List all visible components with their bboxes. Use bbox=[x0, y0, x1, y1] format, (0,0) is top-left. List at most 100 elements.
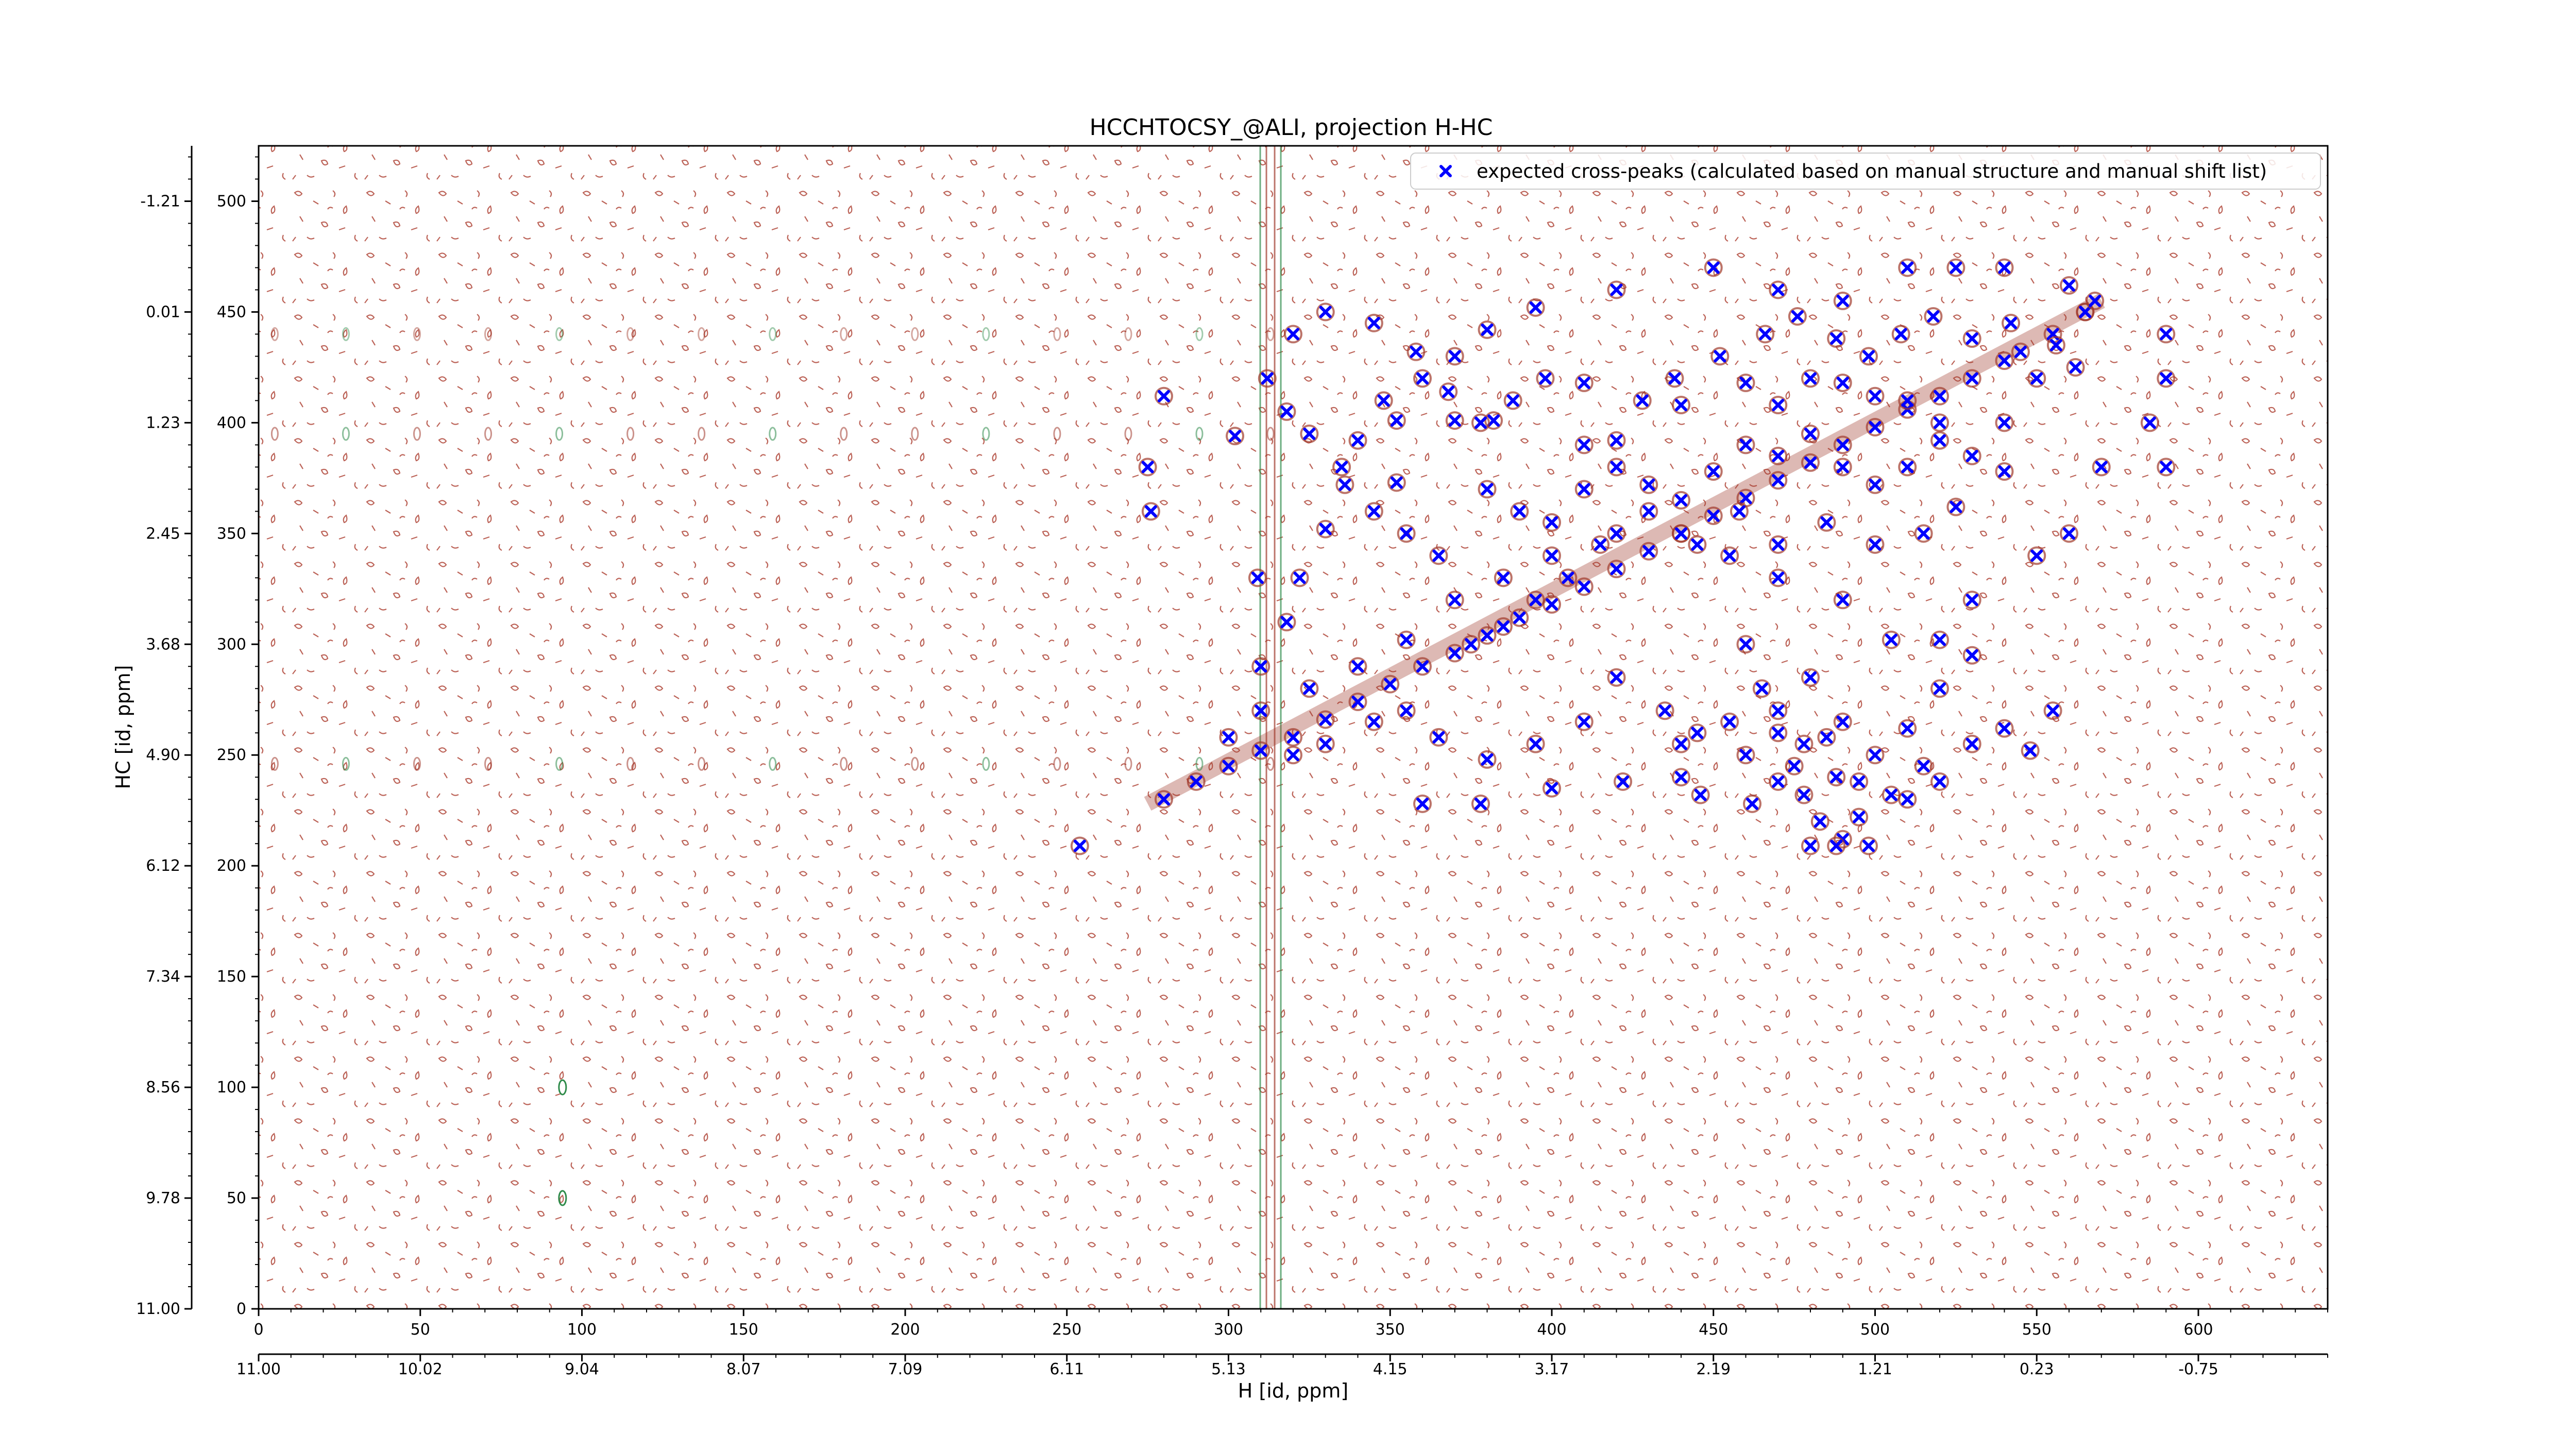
artifact-contour bbox=[626, 327, 635, 341]
artifact-contour bbox=[413, 756, 421, 771]
cross-peak-marker bbox=[1578, 715, 1590, 728]
cross-peak-marker bbox=[1642, 478, 1655, 491]
cross-peak-marker bbox=[2079, 306, 2092, 318]
peak-contour bbox=[2140, 413, 2159, 432]
cross-peak-marker bbox=[1739, 376, 1752, 389]
peak-contour bbox=[1688, 535, 1707, 554]
contour-features bbox=[270, 146, 2105, 1309]
x-tick-label: 200 bbox=[890, 1321, 920, 1339]
cross-peak-marker bbox=[1416, 660, 1429, 673]
peak-contour bbox=[2092, 458, 2111, 477]
contour-layer bbox=[259, 146, 2328, 1309]
x-ppm-tick-label: 4.15 bbox=[1373, 1360, 1408, 1378]
cross-peak-marker bbox=[1830, 771, 1843, 784]
cross-peak-marker bbox=[1513, 611, 1526, 624]
cross-peak-marker bbox=[1610, 527, 1623, 540]
cross-peak-marker bbox=[1642, 545, 1655, 558]
peak-contour bbox=[1788, 307, 1807, 326]
cross-peak-marker bbox=[1255, 704, 1267, 717]
cross-peak-marker bbox=[1998, 261, 2011, 274]
y-ppm-tick-label: 11.00 bbox=[136, 1300, 180, 1318]
cross-peak-marker bbox=[1739, 638, 1752, 651]
artifact-contour bbox=[982, 327, 990, 341]
artifact-contour bbox=[626, 756, 635, 771]
cross-peak-marker bbox=[1694, 788, 1707, 801]
cross-peak-marker bbox=[1416, 797, 1429, 810]
cross-peak-marker bbox=[1497, 571, 1510, 584]
cross-peak-marker bbox=[1367, 316, 1380, 329]
peak-contour bbox=[1833, 712, 1852, 731]
peak-contour bbox=[1817, 728, 1836, 747]
peak-contour bbox=[1704, 462, 1723, 481]
cross-peak-marker bbox=[1675, 771, 1687, 784]
cross-peak-marker bbox=[1319, 306, 1332, 318]
cross-peak-marker bbox=[1280, 405, 1293, 418]
artifact-contour bbox=[911, 427, 919, 441]
x-ppm-tick-label: 0.23 bbox=[2020, 1360, 2054, 1378]
artifact-contour bbox=[698, 327, 706, 341]
peak-contour bbox=[1769, 280, 1788, 299]
peak-contour bbox=[1891, 325, 1910, 344]
cross-peak-marker bbox=[1144, 505, 1157, 518]
peak-contour bbox=[1397, 701, 1416, 720]
legend-label: expected cross-peaks (calculated based o… bbox=[1477, 160, 2267, 182]
peak-contour bbox=[1413, 794, 1432, 813]
cross-peak-marker bbox=[1416, 372, 1429, 385]
x-tick-label: 250 bbox=[1052, 1321, 1081, 1339]
artifact-contour bbox=[1266, 327, 1275, 341]
cross-peak-marker bbox=[1546, 549, 1558, 562]
cross-peak-marker bbox=[1229, 430, 1242, 443]
peak-contour bbox=[1898, 391, 1917, 410]
cross-peak-marker bbox=[1338, 478, 1351, 491]
artifact-contour bbox=[413, 427, 421, 441]
cross-peak-marker bbox=[1287, 731, 1299, 744]
cross-peak-marker bbox=[1755, 682, 1768, 695]
cross-peak-marker bbox=[1853, 775, 1866, 788]
cross-peak-marker bbox=[1410, 345, 1422, 358]
cross-peak-marker bbox=[1804, 456, 1817, 469]
cross-peak-marker bbox=[2063, 527, 2075, 540]
cross-peak-marker bbox=[1546, 598, 1558, 611]
cross-peak-marker bbox=[1746, 797, 1759, 810]
artifact-contour bbox=[982, 427, 990, 441]
cross-peak-marker bbox=[1390, 476, 1403, 489]
cross-peak-marker bbox=[1772, 474, 1785, 487]
cross-peak-marker bbox=[1562, 571, 1574, 584]
cross-peak-marker bbox=[1319, 737, 1332, 750]
peak-contour bbox=[1672, 734, 1690, 753]
x-tick-label: 400 bbox=[1537, 1321, 1566, 1339]
peak-contour bbox=[2157, 369, 2176, 388]
cross-peak-marker bbox=[1280, 616, 1293, 629]
peak-contour bbox=[1930, 413, 1949, 432]
cross-peak-marker bbox=[1707, 261, 1720, 274]
peak-contour bbox=[1300, 424, 1319, 443]
peak-contour bbox=[1704, 258, 1723, 277]
peak-contour bbox=[1462, 635, 1481, 654]
cross-peak-marker bbox=[1804, 671, 1817, 684]
peak-contour bbox=[1736, 373, 1755, 392]
peak-contour bbox=[2021, 741, 2040, 760]
cross-peak-marker bbox=[1474, 416, 1487, 429]
cross-peak-marker bbox=[1539, 372, 1552, 385]
peak-contour bbox=[1607, 280, 1626, 299]
peak-contour bbox=[1284, 746, 1302, 765]
x-ppm-tick-label: 11.00 bbox=[236, 1360, 281, 1378]
cross-peak-marker bbox=[1869, 749, 1882, 762]
cross-peak-marker bbox=[2030, 372, 2043, 385]
peak-contour bbox=[1387, 411, 1406, 430]
peak-contour bbox=[1995, 258, 2014, 277]
water-line-contour bbox=[1265, 146, 1276, 1309]
cross-peak-marker bbox=[1950, 500, 1962, 513]
cross-peak-marker bbox=[1675, 737, 1687, 750]
cross-peak-marker bbox=[1636, 394, 1649, 407]
cross-peak-marker bbox=[1529, 594, 1542, 606]
peak-contour bbox=[1348, 431, 1367, 450]
cross-peak-marker bbox=[1610, 461, 1623, 474]
cross-peak-marker bbox=[1141, 461, 1154, 474]
peak-contour bbox=[1817, 513, 1836, 532]
cross-peak-marker bbox=[1610, 434, 1623, 447]
cross-peak-marker bbox=[1487, 414, 1500, 427]
peak-contour bbox=[1930, 679, 1949, 698]
peak-contour bbox=[2043, 701, 2062, 720]
peak-contour bbox=[1543, 513, 1561, 532]
